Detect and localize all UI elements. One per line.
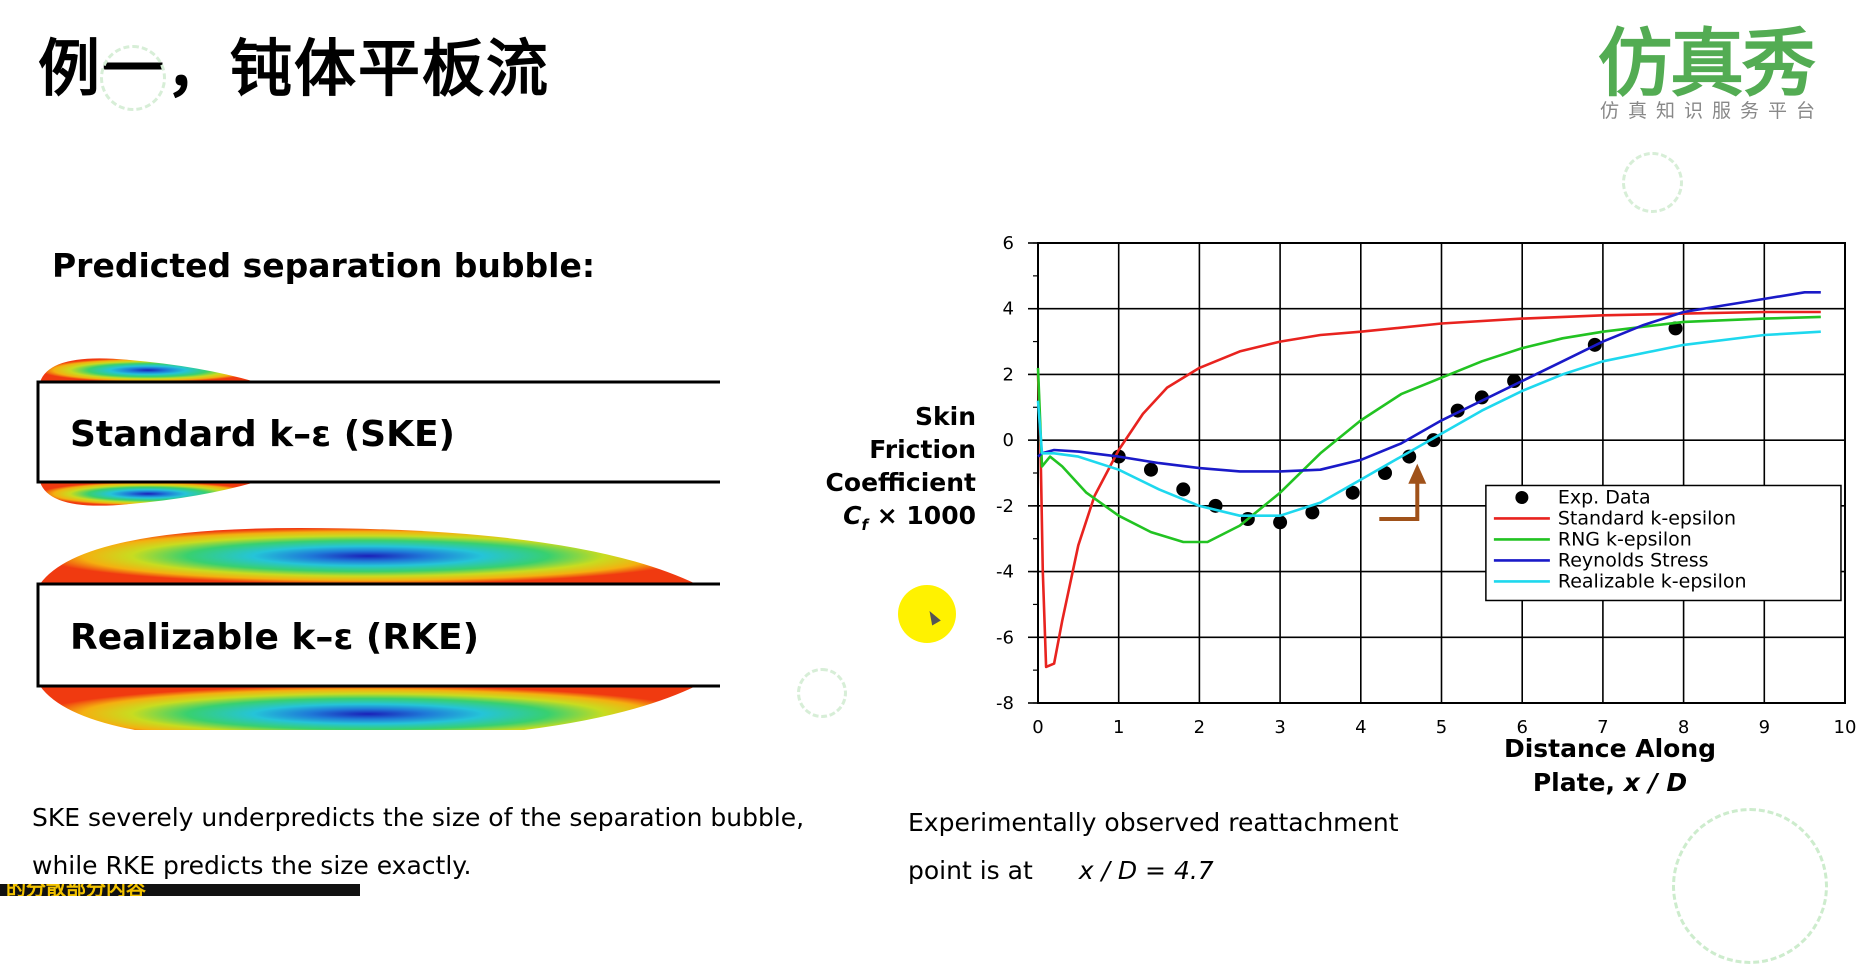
exp-data-point — [1378, 466, 1393, 480]
y-tick-label: 2 — [1003, 364, 1014, 385]
logo-mark: 仿真秀 — [1598, 21, 1816, 107]
x-tick-label: 9 — [1759, 717, 1770, 738]
ske-bubble-top — [40, 358, 256, 382]
decorative-circle — [1622, 152, 1683, 213]
ske-bubble-bottom — [40, 482, 256, 506]
logo-subtitle: 仿真知识服务平台 — [1600, 100, 1825, 122]
exp-data-point — [1176, 482, 1191, 497]
brand-logo: 仿真秀 仿真知识服务平台 — [1598, 4, 1848, 122]
ylabel-line: Skin — [915, 402, 976, 431]
exp-data-point — [1305, 505, 1320, 520]
note-line-2: point is at x / D = 4.7 — [908, 856, 1214, 885]
rke-bubble-bottom — [40, 686, 696, 730]
x-tick-label: 10 — [1834, 717, 1857, 738]
bottom-subtitle-strip: 的分散部分内容 — [0, 884, 360, 896]
legend-entry: Reynolds Stress — [1558, 549, 1709, 571]
exp-data-point — [1143, 462, 1158, 477]
y-tick-label: 0 — [1003, 430, 1014, 451]
skin-friction-chart: 0 1 2 3 4 5 6 7 8 9 10 -8 -6 -4 -2 0 2 4 6 Exp. DataStandar… — [996, 233, 1857, 738]
section-subtitle: Predicted separation bubble: — [52, 246, 596, 285]
y-tick-label: 6 — [1003, 233, 1014, 254]
x-tick-label: 0 — [1032, 717, 1043, 738]
ylabel-line: Friction — [869, 435, 976, 464]
legend-entry: Standard k-epsilon — [1558, 507, 1736, 529]
x-tick-label: 6 — [1516, 717, 1527, 738]
plate-ske — [36, 380, 720, 484]
rke-bubble-top — [40, 528, 696, 584]
y-axis-label: Skin Friction Coefficient Cf × 1000 — [800, 400, 976, 542]
x-tick-label: 5 — [1436, 717, 1447, 738]
legend-entry: RNG k-epsilon — [1558, 528, 1692, 550]
reattachment-arrow — [1379, 479, 1420, 521]
legend-marker — [1515, 490, 1529, 504]
decorative-circle — [100, 45, 166, 111]
x-axis-label: Distance Along Plate, x / D — [1480, 732, 1740, 800]
reattachment-arrow-head — [1408, 463, 1427, 484]
ylabel-formula: Cf × 1000 — [843, 501, 976, 534]
ylabel-line: Coefficient — [825, 468, 976, 497]
decorative-circle — [1672, 808, 1828, 964]
model-label-rke: Realizable k–ε (RKE) — [70, 617, 480, 658]
series-line-reynolds-stress — [1037, 291, 1821, 473]
x-tick-label: 4 — [1355, 717, 1366, 738]
exp-data-point — [1668, 321, 1683, 336]
decorative-circle — [797, 668, 847, 718]
exp-data-point — [1273, 515, 1288, 530]
y-tick-label: -6 — [996, 627, 1014, 648]
note-line-1: Experimentally observed reattachment — [908, 808, 1399, 837]
xlabel-line-1: Distance Along — [1503, 734, 1717, 763]
x-tick-label: 3 — [1274, 717, 1285, 738]
cursor-highlight — [898, 585, 956, 643]
exp-data-point — [1474, 390, 1489, 405]
x-tick-label: 2 — [1194, 717, 1205, 738]
xlabel-line-2: Plate, x / D — [1532, 768, 1688, 797]
y-tick-label: 4 — [1003, 299, 1014, 320]
series-line-standard-k-epsilon — [1036, 310, 1821, 669]
caption-line-1: SKE severely underpredicts the size of t… — [32, 803, 805, 832]
y-tick-label: -4 — [996, 562, 1014, 583]
y-tick-label: -8 — [996, 693, 1014, 714]
y-tick-label: -2 — [996, 496, 1014, 517]
legend-entry: Exp. Data — [1558, 486, 1651, 508]
model-label-ske: Standard k–ε (SKE) — [70, 414, 456, 455]
exp-data-point — [1345, 485, 1360, 500]
series-line-realizable-k-epsilon — [1036, 330, 1821, 517]
caption-line-2: while RKE predicts the size exactly. — [32, 851, 472, 880]
x-tick-label: 1 — [1113, 717, 1124, 738]
series-line-rng-k-epsilon — [1036, 315, 1821, 544]
x-tick-label: 8 — [1678, 717, 1689, 738]
plate-rke — [36, 582, 720, 688]
x-tick-label: 7 — [1597, 717, 1608, 738]
plot-frame — [1037, 242, 1846, 704]
separation-bubble-figure — [36, 358, 720, 730]
legend-entry: Realizable k-epsilon — [1558, 570, 1747, 592]
